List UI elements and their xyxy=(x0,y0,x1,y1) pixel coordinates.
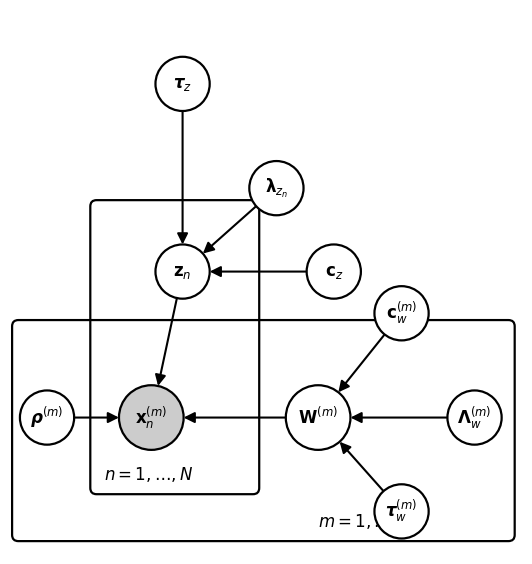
Circle shape xyxy=(250,161,304,215)
Circle shape xyxy=(306,244,361,299)
Circle shape xyxy=(375,286,429,341)
Circle shape xyxy=(20,390,74,444)
Text: $\boldsymbol{\rho}^{(m)}$: $\boldsymbol{\rho}^{(m)}$ xyxy=(30,405,64,430)
Text: $m = 1, \ldots, M$: $m = 1, \ldots, M$ xyxy=(318,512,415,531)
Text: $n = 1, \ldots, N$: $n = 1, \ldots, N$ xyxy=(104,465,194,484)
Circle shape xyxy=(155,57,210,111)
Text: $\boldsymbol{\tau}_w^{(m)}$: $\boldsymbol{\tau}_w^{(m)}$ xyxy=(386,499,418,525)
Text: $\mathbf{z}_n$: $\mathbf{z}_n$ xyxy=(173,263,192,280)
Text: $\boldsymbol{\lambda}_{z_n}$: $\boldsymbol{\lambda}_{z_n}$ xyxy=(265,177,288,200)
Circle shape xyxy=(119,385,184,450)
Circle shape xyxy=(375,484,429,539)
Text: $\mathbf{c}_z$: $\mathbf{c}_z$ xyxy=(325,263,343,280)
Text: $\mathbf{c}_w^{(m)}$: $\mathbf{c}_w^{(m)}$ xyxy=(386,300,417,327)
Text: $\boldsymbol{\tau}_z$: $\boldsymbol{\tau}_z$ xyxy=(173,75,192,93)
Circle shape xyxy=(286,385,351,450)
Circle shape xyxy=(447,390,502,444)
Text: $\mathbf{x}_n^{(m)}$: $\mathbf{x}_n^{(m)}$ xyxy=(135,404,168,431)
Text: $\mathbf{W}^{(m)}$: $\mathbf{W}^{(m)}$ xyxy=(298,407,338,428)
Circle shape xyxy=(155,244,210,299)
Text: $\boldsymbol{\Lambda}_w^{(m)}$: $\boldsymbol{\Lambda}_w^{(m)}$ xyxy=(458,404,492,431)
